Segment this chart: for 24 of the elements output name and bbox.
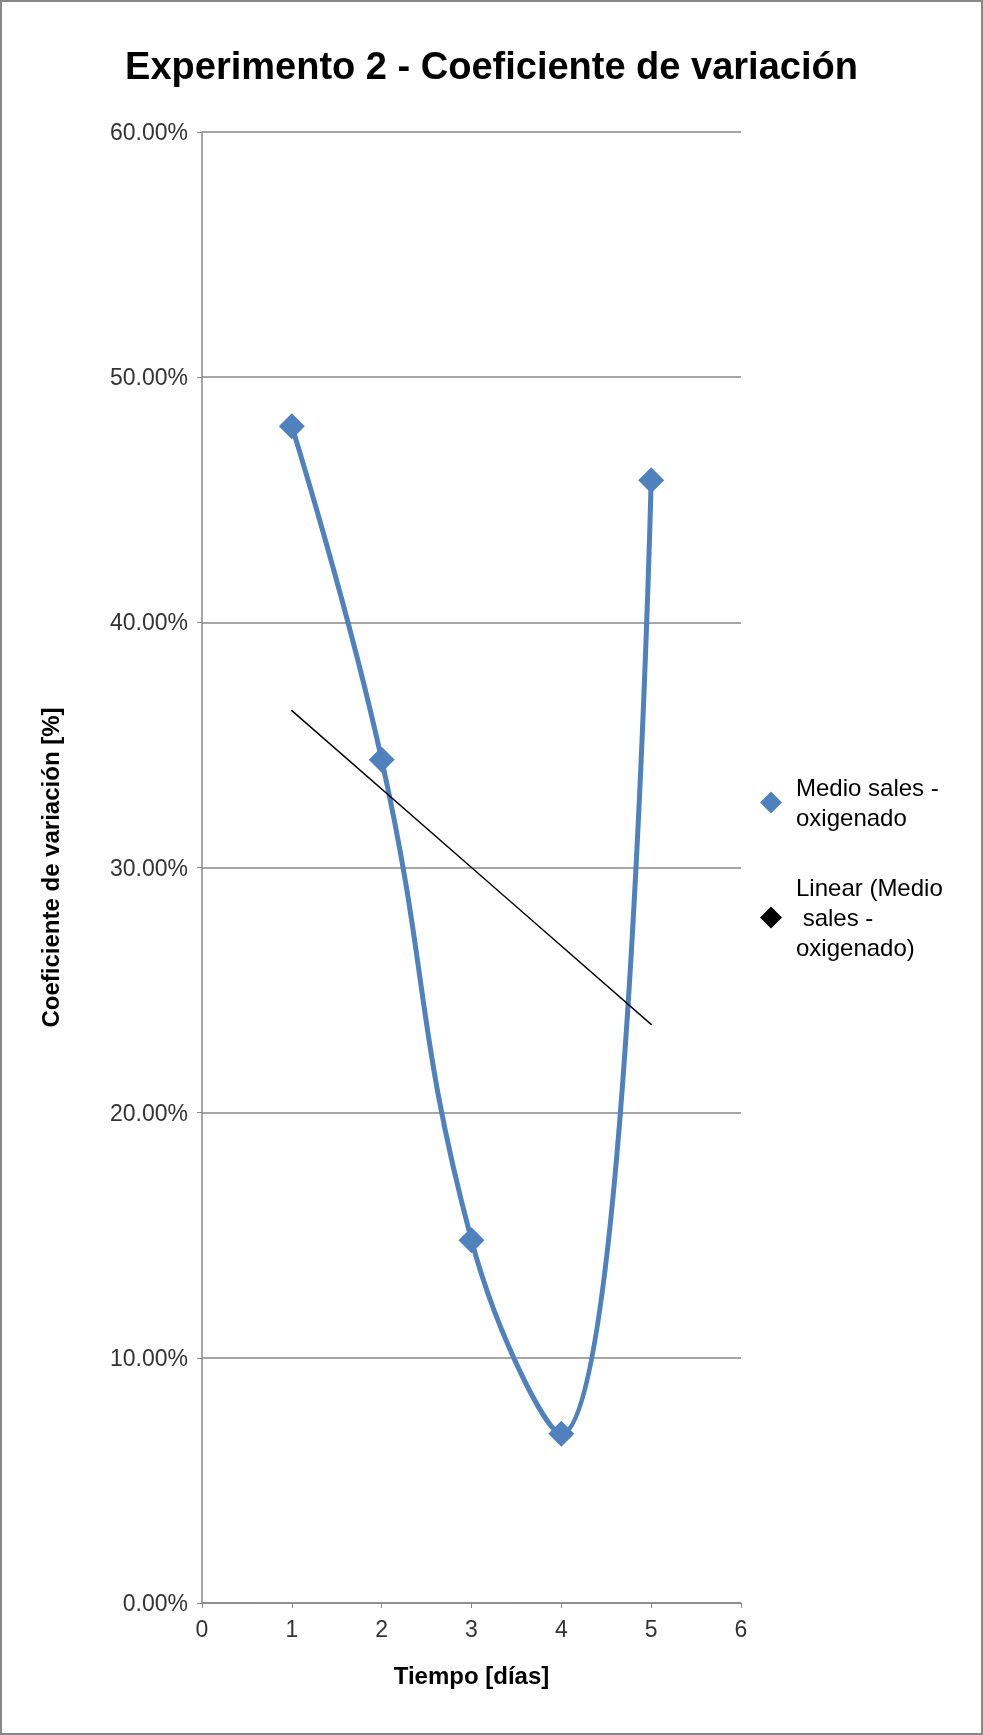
y-tick-label: 30.00% (109, 854, 188, 881)
chart-title: Experimento 2 - Coeficiente de variación (125, 45, 858, 87)
point (638, 467, 665, 494)
legend-label: Linear (Medio sales - oxigenado) (796, 874, 943, 961)
x-tick-label: 2 (375, 1615, 389, 1642)
x-tick-label: 4 (554, 1615, 568, 1642)
legend-label: Medio sales - oxigenado (796, 774, 946, 831)
y-tick-label: 40.00% (109, 609, 188, 636)
x-axis-title: Tiempo [días] (393, 1661, 550, 1689)
x-tick-label: 6 (734, 1615, 748, 1642)
x-tick-label: 5 (644, 1615, 658, 1642)
x-tick-label: 1 (285, 1615, 299, 1642)
point (278, 413, 305, 440)
y-tick-label: 50.00% (109, 364, 188, 391)
point (458, 1227, 485, 1254)
point (368, 746, 395, 773)
y-tick-label: 10.00% (109, 1344, 188, 1371)
y-tick-label: 60.00% (109, 119, 188, 145)
point (548, 1420, 575, 1447)
x-tick-label: 3 (465, 1615, 478, 1642)
y-axis-title: Coeficiente de variación [%] (36, 707, 64, 1028)
y-tick-label: 20.00% (109, 1099, 188, 1126)
x-tick-label: 0 (195, 1615, 209, 1642)
y-tick-label: 0.00% (122, 1590, 188, 1616)
